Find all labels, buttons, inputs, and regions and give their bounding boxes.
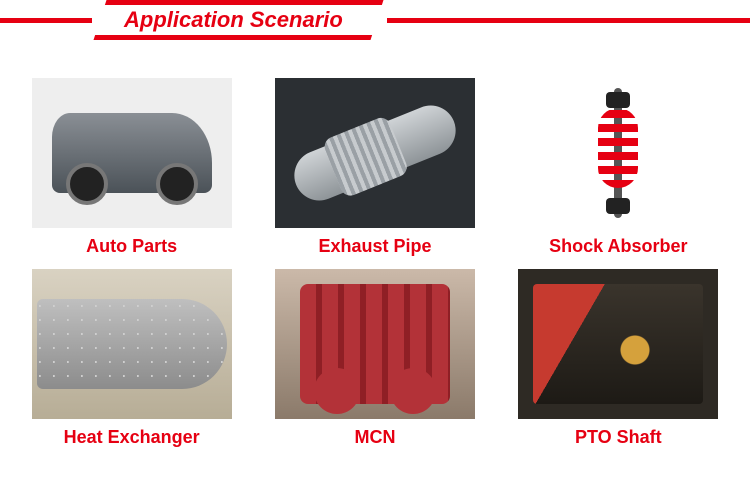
- grid-cell-exhaust-pipe: Exhaust Pipe: [271, 78, 478, 257]
- car-cutaway-icon: [52, 113, 212, 193]
- grid-cell-shock-absorber: Shock Absorber: [515, 78, 722, 257]
- engine-bay-shaft-icon: [533, 284, 703, 404]
- header-left-bar: [0, 18, 92, 23]
- grid-cell-auto-parts: Auto Parts: [28, 78, 235, 257]
- grid-cell-pto-shaft: PTO Shaft: [515, 269, 722, 448]
- section-header: Application Scenario: [0, 0, 750, 42]
- caption-exhaust-pipe: Exhaust Pipe: [318, 236, 431, 257]
- coil-shock-red-icon: [598, 88, 638, 218]
- red-finned-vessel-icon: [300, 284, 450, 404]
- caption-auto-parts: Auto Parts: [86, 236, 177, 257]
- application-grid: Auto Parts Exhaust Pipe Shock Absorber H…: [0, 78, 750, 448]
- grid-cell-mcn: MCN: [271, 269, 478, 448]
- section-title: Application Scenario: [124, 7, 343, 33]
- caption-mcn: MCN: [354, 427, 395, 448]
- image-heat-exchanger: [32, 269, 232, 419]
- caption-shock-absorber: Shock Absorber: [549, 236, 687, 257]
- caption-pto-shaft: PTO Shaft: [575, 427, 662, 448]
- image-shock-absorber: [518, 78, 718, 228]
- image-mcn: [275, 269, 475, 419]
- image-pto-shaft: [518, 269, 718, 419]
- image-auto-parts: [32, 78, 232, 228]
- header-title-frame: Application Scenario: [94, 0, 384, 40]
- grid-cell-heat-exchanger: Heat Exchanger: [28, 269, 235, 448]
- image-exhaust-pipe: [275, 78, 475, 228]
- tube-bundle-icon: [37, 299, 227, 389]
- header-right-bar: [387, 18, 750, 23]
- caption-heat-exchanger: Heat Exchanger: [64, 427, 200, 448]
